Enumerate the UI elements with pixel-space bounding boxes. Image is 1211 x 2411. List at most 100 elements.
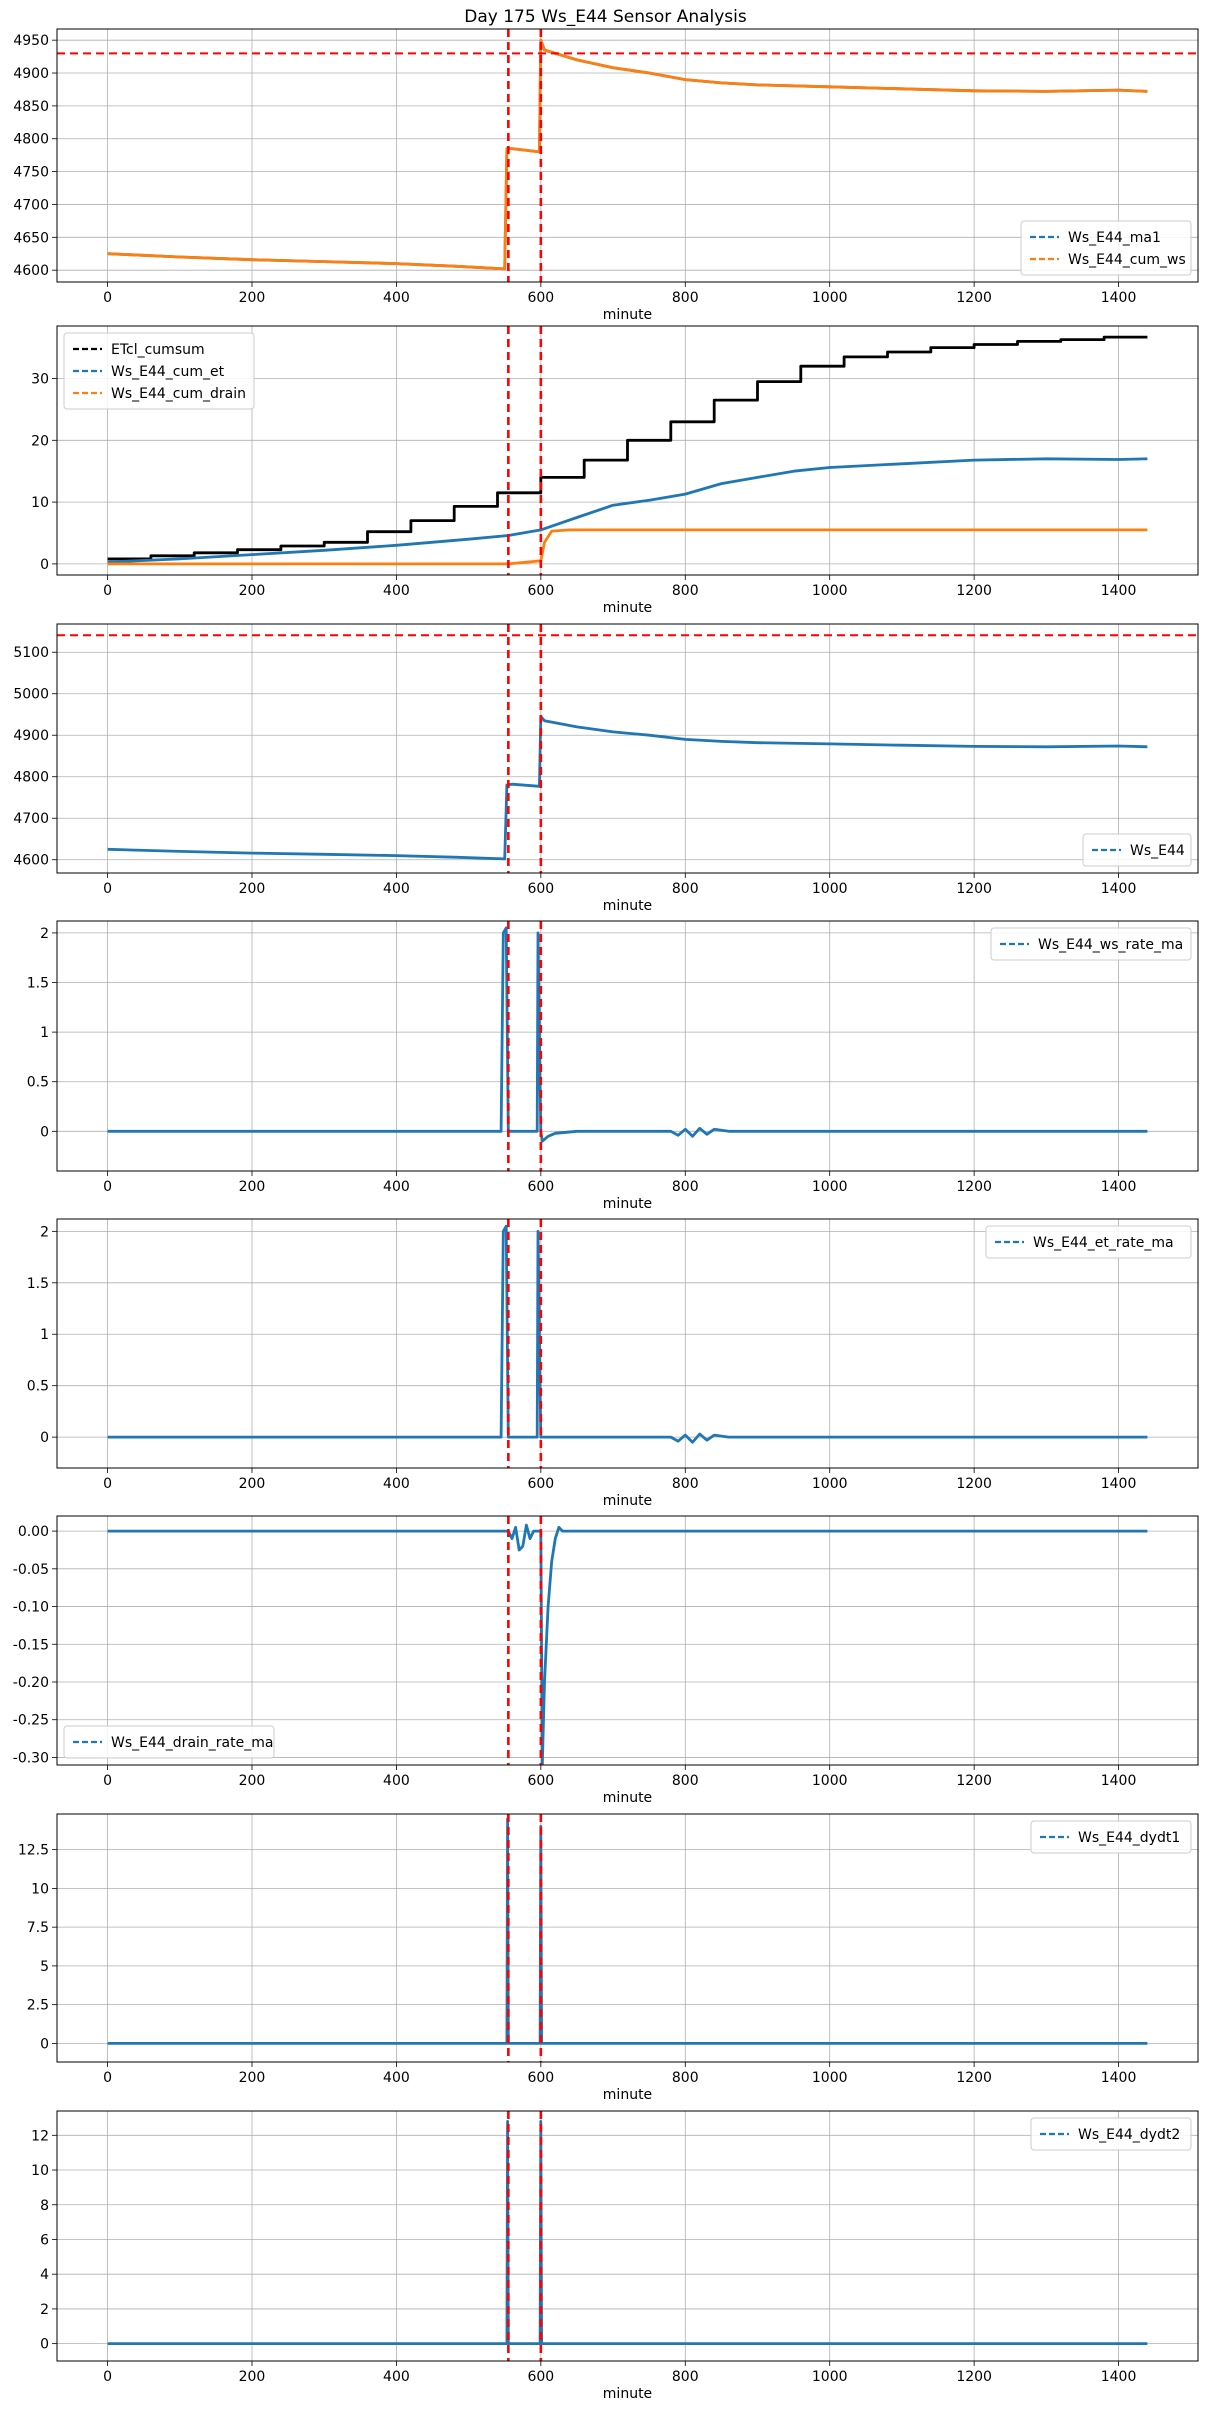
x-tick-label: 200 [239, 1773, 266, 1789]
x-tick-label: 1400 [1101, 1179, 1137, 1195]
y-tick-label: 4850 [13, 99, 49, 115]
y-tick-label: 2 [40, 2302, 49, 2318]
x-tick-label: 0 [103, 2369, 112, 2385]
series-line-ws-e44-cum-ws [107, 38, 1148, 271]
subplot-5: 0 200 400 600 800 1000 1200 1400 0 0.5 1 1.5 2 minute… [27, 1218, 1199, 1509]
y-tick-label: 5100 [13, 645, 49, 661]
axes-frame [56, 623, 1199, 874]
plot-area [107, 326, 1148, 575]
x-axis-label: minute [603, 1790, 652, 1806]
x-axis-label: minute [603, 1493, 652, 1509]
y-tick-label: 1.5 [27, 976, 49, 992]
x-tick-label: 0 [103, 1476, 112, 1492]
legend-label: Ws_E44 [1130, 843, 1185, 859]
series-line-ws-e44-dydt1 [107, 1817, 1148, 2045]
x-tick-label: 1200 [956, 2369, 992, 2385]
axes-frame [56, 2110, 1199, 2362]
x-tick-label: 0 [103, 1179, 112, 1195]
x-tick-label: 1200 [956, 1179, 992, 1195]
subplot-2: 0 200 400 600 800 1000 1200 1400 0 10 20 30 minute ET… [31, 325, 1199, 616]
legend: Ws_E44 [1082, 833, 1192, 867]
x-tick-label: 800 [672, 2369, 699, 2385]
x-tick-label: 400 [383, 1476, 410, 1492]
plot-area [57, 624, 1198, 873]
x-axis-label: minute [603, 2386, 652, 2402]
x-tick-label: 1400 [1101, 881, 1137, 897]
y-tick-label: 2 [40, 1224, 49, 1240]
y-tick-label: -0.10 [13, 1600, 49, 1616]
subplot-1: 0 200 400 600 800 1000 1200 1400 4600 4650 4700 475… [13, 28, 1199, 323]
legend-label: ETcl_cumsum [111, 342, 205, 358]
y-tick-label: 7.5 [27, 1920, 49, 1936]
x-tick-label: 400 [383, 290, 410, 306]
plot-area [57, 29, 1198, 282]
subplot-6: 0 200 400 600 800 1000 1200 1400 0.00 -0.05 -0.10 -… [13, 1515, 1199, 1806]
x-tick-label: 1200 [956, 1476, 992, 1492]
y-tick-label: 4900 [13, 728, 49, 744]
x-tick-label: 600 [527, 1773, 554, 1789]
legend-label: Ws_E44_cum_ws [1068, 252, 1186, 268]
y-tick-label: 0 [40, 2036, 49, 2052]
plot-area [107, 1219, 1148, 1468]
x-tick-label: 400 [383, 2369, 410, 2385]
series-line-ws-e44-cum-et [107, 457, 1148, 564]
y-tick-label: -0.25 [13, 1713, 49, 1729]
y-tick-label: 4600 [13, 263, 49, 279]
x-tick-label: 200 [239, 2070, 266, 2086]
series-line-ws-e44-ws-rate-ma [107, 926, 1148, 1143]
legend-label: Ws_E44_dydt1 [1078, 1830, 1180, 1846]
x-tick-label: 400 [383, 881, 410, 897]
y-tick-label: 2 [40, 926, 49, 942]
legend-label: Ws_E44_ma1 [1068, 230, 1161, 246]
x-axis-label: minute [603, 307, 652, 323]
x-tick-label: 800 [672, 1773, 699, 1789]
y-tick-label: 0.00 [18, 1524, 49, 1540]
y-tick-label: -0.05 [13, 1562, 49, 1578]
subplot-7: 0 200 400 600 800 1000 1200 1400 0 2.5 5 7.5 10 12.5 m… [18, 1813, 1199, 2103]
x-tick-label: 1400 [1101, 2070, 1137, 2086]
x-tick-label: 200 [239, 881, 266, 897]
plot-area [107, 1814, 1148, 2062]
y-tick-label: 0.5 [27, 1379, 49, 1395]
x-tick-label: 1400 [1101, 2369, 1137, 2385]
y-tick-label: 4950 [13, 33, 49, 49]
x-tick-label: 1200 [956, 2070, 992, 2086]
x-tick-label: 0 [103, 583, 112, 599]
series-line-ws-e44-cum-drain [107, 528, 1148, 566]
y-tick-label: -0.20 [13, 1675, 49, 1691]
legend: Ws_E44_dydt1 [1030, 1820, 1192, 1854]
legend-label: Ws_E44_drain_rate_ma [111, 1735, 273, 1751]
y-tick-label: 0.5 [27, 1075, 49, 1091]
legend: Ws_E44_ma1 Ws_E44_cum_ws [1020, 220, 1192, 276]
y-tick-label: 10 [31, 495, 49, 511]
x-tick-label: 200 [239, 1179, 266, 1195]
x-tick-label: 1000 [812, 881, 848, 897]
x-tick-label: 1000 [812, 1179, 848, 1195]
x-tick-label: 600 [527, 2070, 554, 2086]
y-tick-label: 20 [31, 433, 49, 449]
x-tick-label: 600 [527, 881, 554, 897]
x-tick-label: 400 [383, 1773, 410, 1789]
y-tick-label: -0.15 [13, 1637, 49, 1653]
legend: ETcl_cumsum Ws_E44_cum_et Ws_E44_cum_drain [63, 332, 255, 410]
y-tick-label: 4800 [13, 132, 49, 148]
series-line-etcl-cumsum [107, 335, 1148, 561]
x-tick-label: 1200 [956, 881, 992, 897]
y-tick-label: 30 [31, 372, 49, 388]
legend-box [63, 332, 255, 410]
x-tick-label: 1400 [1101, 1773, 1137, 1789]
x-tick-label: 1000 [812, 2369, 848, 2385]
x-tick-label: 600 [527, 290, 554, 306]
y-tick-label: 2.5 [27, 1998, 49, 2014]
x-axis-label: minute [603, 898, 652, 914]
x-tick-label: 600 [527, 1476, 554, 1492]
x-tick-label: 1000 [812, 290, 848, 306]
legend-label: Ws_E44_ws_rate_ma [1038, 937, 1183, 953]
legend: Ws_E44_drain_rate_ma [63, 1725, 275, 1759]
y-tick-label: 12 [31, 2128, 49, 2144]
x-tick-label: 1400 [1101, 290, 1137, 306]
axes-frame [56, 1813, 1199, 2063]
series-line-ws-e44 [107, 715, 1148, 861]
y-tick-label: 4 [40, 2267, 49, 2283]
